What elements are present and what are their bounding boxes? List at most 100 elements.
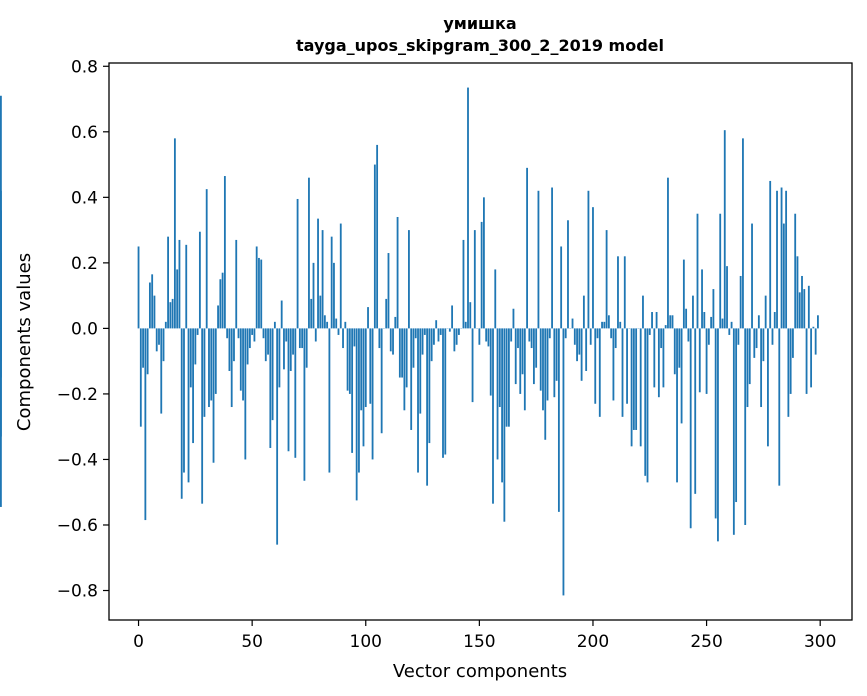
bar xyxy=(626,328,628,404)
bar xyxy=(632,328,635,430)
bar xyxy=(373,164,376,329)
bar xyxy=(553,328,556,398)
bar xyxy=(317,218,319,329)
bar xyxy=(314,328,317,342)
bar xyxy=(187,328,190,483)
x-tick-label: 250 xyxy=(690,632,722,652)
bar xyxy=(287,328,290,452)
bar xyxy=(371,328,374,460)
bar xyxy=(433,328,435,345)
bar xyxy=(235,239,238,329)
bar xyxy=(712,289,715,329)
bar xyxy=(807,285,810,329)
bar xyxy=(698,328,701,393)
bar xyxy=(267,328,269,355)
bar xyxy=(296,198,299,329)
bar xyxy=(523,328,526,411)
bar xyxy=(492,328,494,504)
y-axis-label: Components values xyxy=(14,253,35,431)
bar xyxy=(451,305,454,329)
bar xyxy=(414,328,417,339)
x-tick-label: 100 xyxy=(350,632,382,652)
bar xyxy=(705,328,708,394)
bar xyxy=(651,312,653,329)
bar xyxy=(326,321,329,329)
y-tick-label: 0.6 xyxy=(71,123,98,143)
bar xyxy=(480,221,483,329)
bar xyxy=(501,328,503,483)
y-axis-ticks: −0.8 −0.6 −0.4 −0.2 0.0 0.2 0.4 0.6 0.8 xyxy=(57,57,109,602)
bar xyxy=(467,87,469,329)
bar xyxy=(171,298,174,329)
bar xyxy=(662,328,665,388)
bar xyxy=(321,230,324,329)
bar xyxy=(485,328,488,342)
bar xyxy=(462,239,465,329)
bar xyxy=(757,315,760,329)
bar xyxy=(812,326,815,329)
bar xyxy=(614,328,617,349)
bar xyxy=(264,328,267,362)
bar xyxy=(598,328,601,417)
bar xyxy=(283,328,285,370)
bar xyxy=(539,328,542,391)
bar xyxy=(142,328,144,368)
bar xyxy=(562,328,565,596)
bar xyxy=(260,259,263,329)
bar xyxy=(755,328,758,349)
bar xyxy=(603,321,606,329)
bar xyxy=(305,328,308,368)
bar xyxy=(653,328,656,388)
bar xyxy=(794,213,797,329)
y-tick-label: −0.8 xyxy=(57,582,98,602)
bar xyxy=(601,321,603,329)
bar xyxy=(646,328,649,483)
bar xyxy=(589,328,592,345)
bar xyxy=(276,328,279,545)
bar xyxy=(228,328,231,371)
bar xyxy=(521,328,524,375)
bar xyxy=(748,328,751,385)
bar xyxy=(242,328,244,401)
bar xyxy=(403,328,406,411)
bar xyxy=(657,328,660,398)
bar xyxy=(198,231,201,329)
x-tick-label: 200 xyxy=(577,632,609,652)
bar xyxy=(576,328,578,362)
bar xyxy=(685,308,688,329)
bar xyxy=(664,325,667,329)
bar xyxy=(537,190,540,329)
bar xyxy=(680,328,683,424)
bar xyxy=(273,321,276,329)
bar xyxy=(251,328,254,335)
bar xyxy=(387,253,390,329)
bar xyxy=(458,328,460,335)
bar xyxy=(173,138,176,329)
bar xyxy=(278,328,281,388)
bar xyxy=(369,328,372,404)
bar xyxy=(221,272,224,329)
bar xyxy=(782,223,785,329)
bar xyxy=(532,328,535,385)
bar xyxy=(526,167,528,329)
bar xyxy=(737,328,740,345)
bar xyxy=(464,321,467,329)
bar xyxy=(153,295,156,329)
bar xyxy=(585,328,588,371)
bar xyxy=(385,298,388,329)
bar xyxy=(226,328,229,339)
bar xyxy=(742,138,744,329)
bar xyxy=(498,328,501,408)
x-tick-label: 300 xyxy=(804,632,836,652)
bar xyxy=(160,328,163,414)
bar xyxy=(376,144,379,329)
bar xyxy=(269,328,272,448)
bar xyxy=(726,266,728,329)
bar xyxy=(503,328,506,522)
bar xyxy=(730,321,733,329)
bar xyxy=(557,328,560,512)
bar xyxy=(396,216,399,329)
bar xyxy=(285,328,288,342)
bar xyxy=(258,257,260,329)
